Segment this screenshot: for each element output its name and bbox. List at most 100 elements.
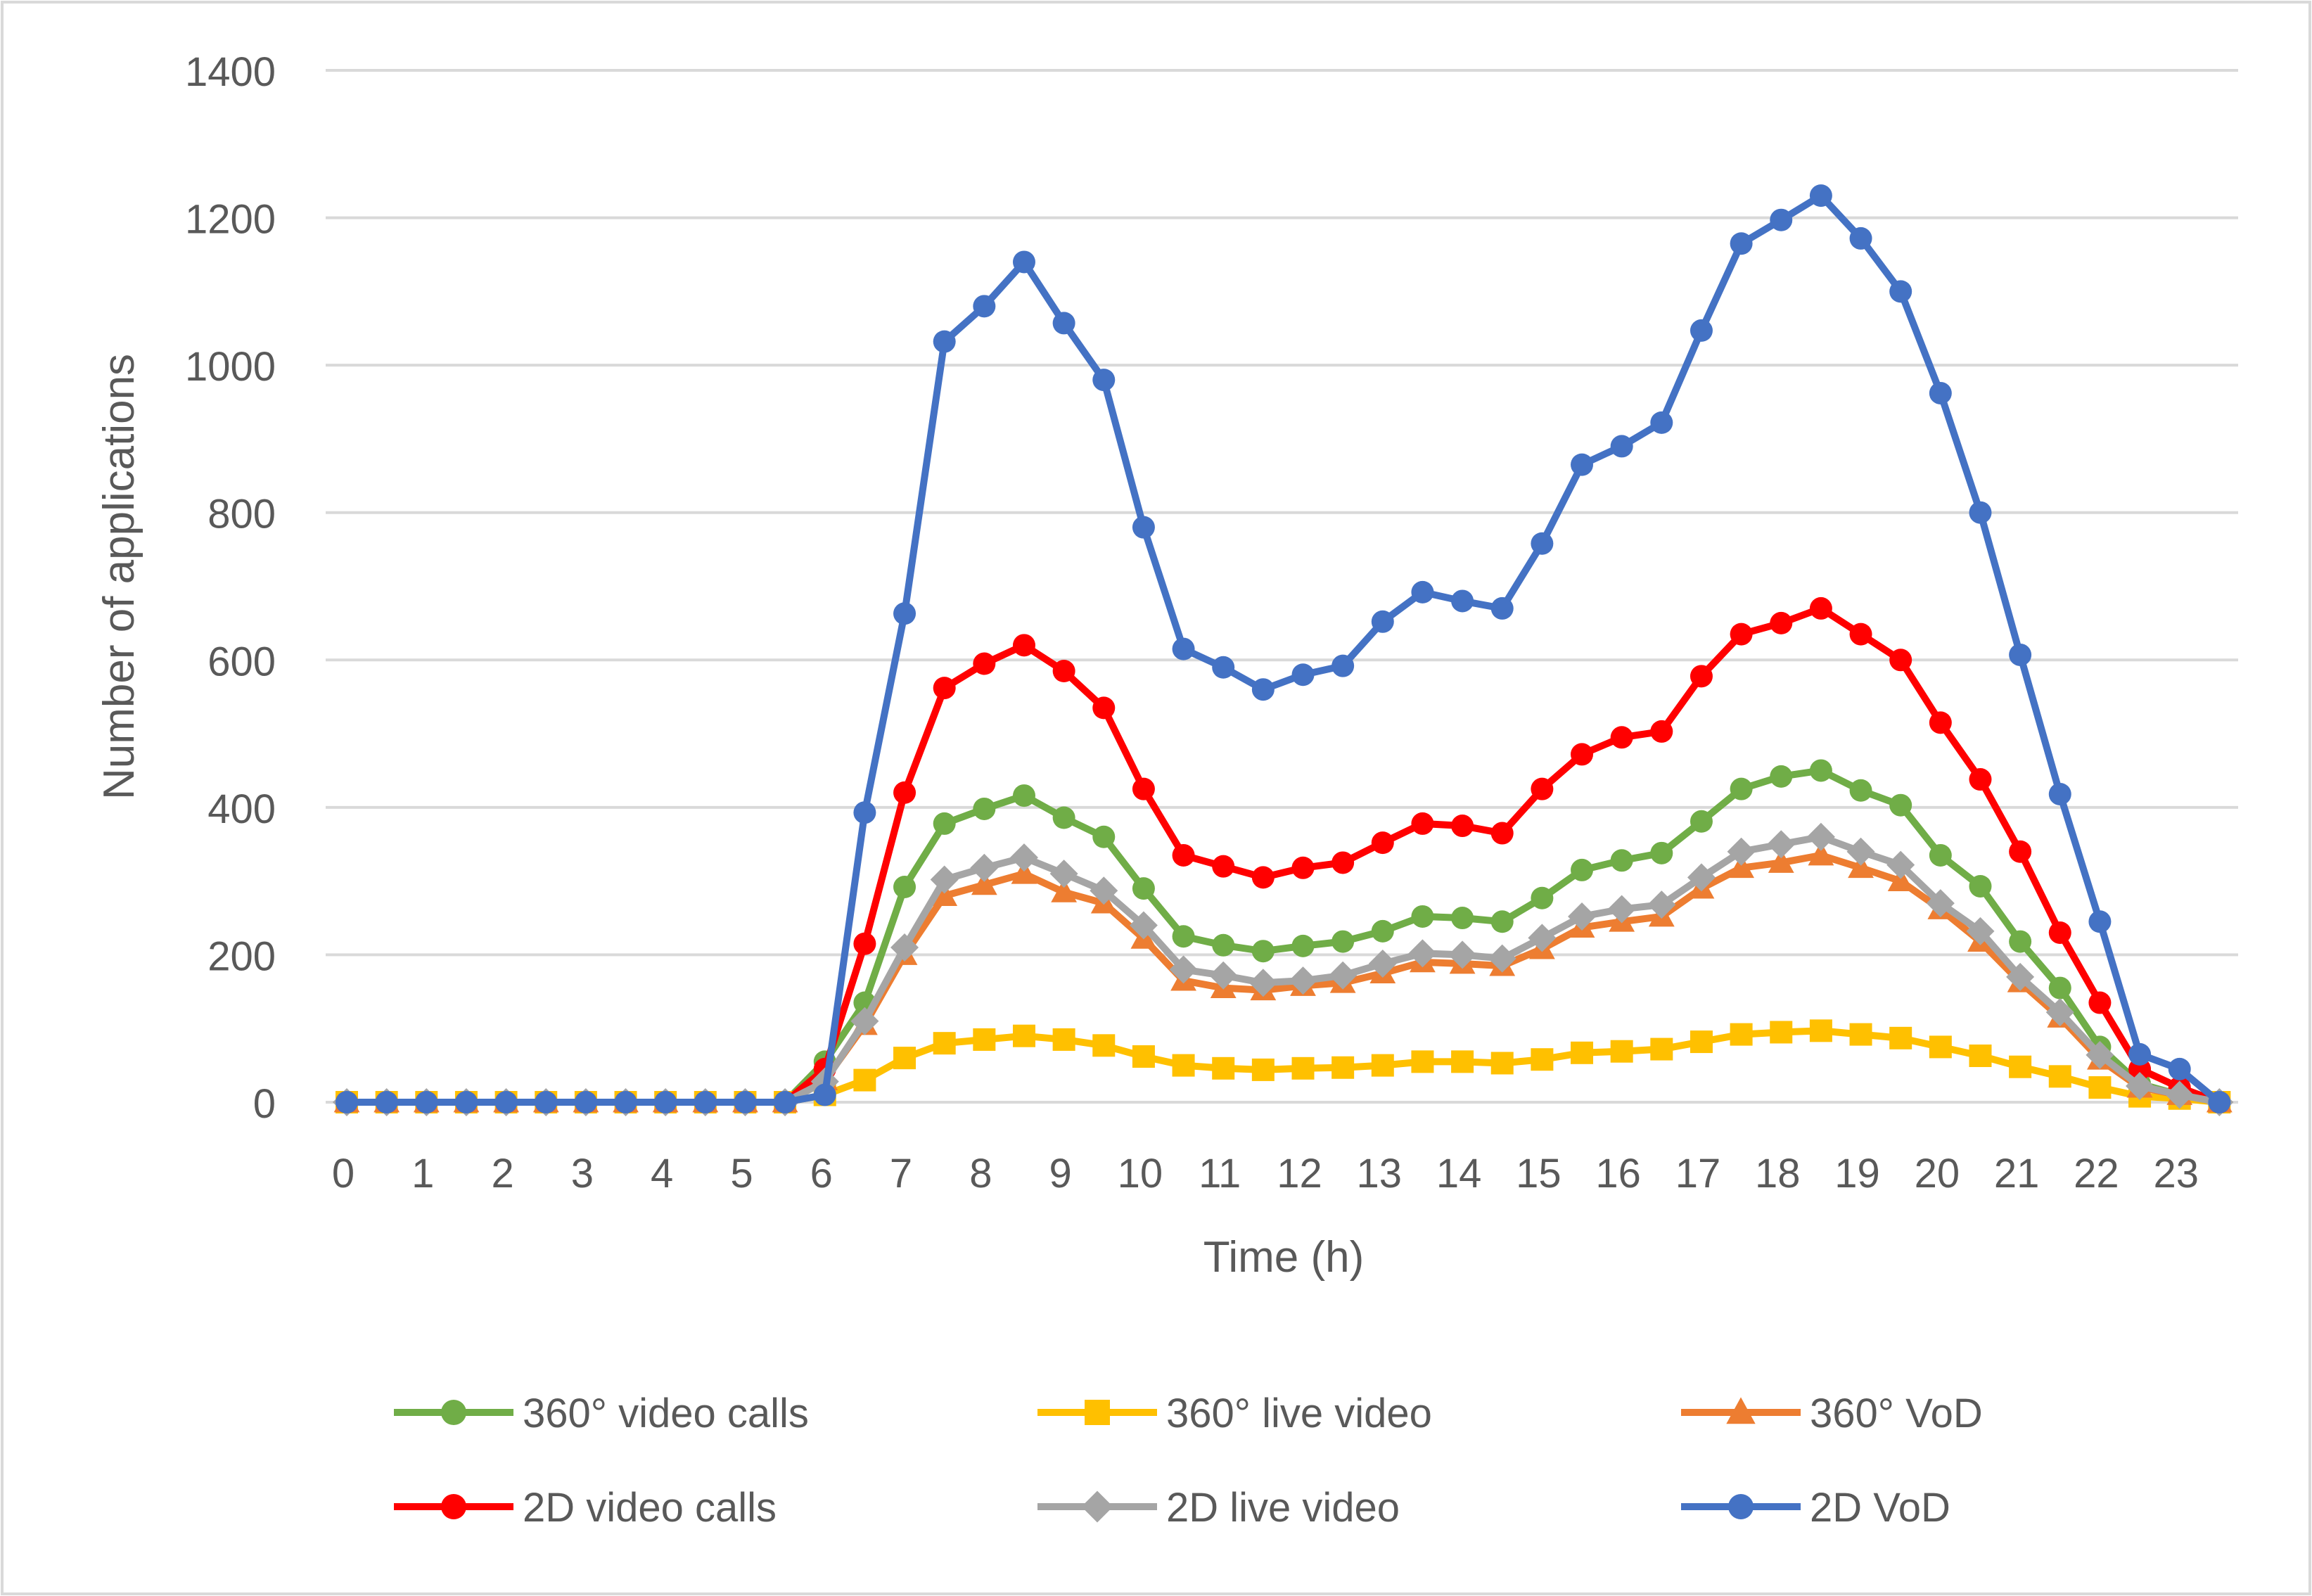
data-point bbox=[893, 876, 917, 899]
data-point bbox=[1052, 806, 1075, 829]
data-point bbox=[1969, 501, 1992, 524]
data-point bbox=[1212, 1056, 1235, 1080]
x-tick-label: 2 bbox=[491, 1151, 513, 1196]
data-point bbox=[973, 797, 996, 820]
data-point bbox=[1929, 711, 1952, 734]
data-point bbox=[1009, 843, 1038, 872]
data-point bbox=[1411, 1050, 1434, 1073]
data-point bbox=[1531, 532, 1554, 555]
x-tick-label: 17 bbox=[1675, 1151, 1721, 1196]
data-point bbox=[1012, 1024, 1035, 1047]
data-point bbox=[1846, 837, 1875, 866]
data-point bbox=[1610, 849, 1633, 872]
data-point bbox=[1081, 1490, 1113, 1523]
data-point bbox=[1690, 665, 1713, 688]
data-point bbox=[1808, 841, 1834, 866]
data-point bbox=[1568, 902, 1597, 931]
data-point bbox=[1728, 854, 1755, 879]
data-point bbox=[2045, 998, 2074, 1027]
legend-label: 2D video calls bbox=[523, 1485, 777, 1531]
x-tick-label: 4 bbox=[651, 1151, 673, 1196]
y-tick-label: 600 bbox=[207, 639, 276, 684]
data-point bbox=[2128, 1042, 2152, 1066]
data-point bbox=[1371, 919, 1394, 943]
data-point bbox=[1969, 768, 1992, 791]
data-point bbox=[441, 1494, 466, 1519]
x-axis-ticks: 0 1 2 3 4 5 6 7 8 9 10 11 12 13 14 15 16 17 18 19 20 21 22 23 bbox=[332, 1151, 2199, 1196]
data-point bbox=[1490, 822, 1514, 845]
data-point bbox=[1929, 1035, 1952, 1059]
data-point bbox=[1571, 743, 1594, 766]
data-point bbox=[1687, 863, 1716, 892]
y-tick-label: 1000 bbox=[185, 344, 276, 390]
data-point bbox=[2208, 1091, 2231, 1113]
x-tick-label: 22 bbox=[2074, 1151, 2119, 1196]
data-point bbox=[933, 330, 956, 353]
data-point bbox=[1212, 656, 1235, 679]
data-point bbox=[1571, 453, 1594, 476]
data-point bbox=[2165, 1080, 2194, 1109]
data-point bbox=[1849, 1023, 1872, 1046]
data-point bbox=[1011, 860, 1037, 884]
legend-label: 360° video calls bbox=[523, 1391, 809, 1436]
x-tick-label: 20 bbox=[1915, 1151, 1960, 1196]
data-point bbox=[1451, 589, 1474, 613]
data-point bbox=[2048, 782, 2071, 805]
data-point bbox=[973, 1028, 996, 1051]
x-tick-label: 11 bbox=[1199, 1151, 1241, 1196]
data-point bbox=[2168, 1057, 2191, 1080]
data-point bbox=[1650, 1038, 1673, 1061]
data-point bbox=[1770, 765, 1793, 788]
data-point bbox=[890, 933, 919, 962]
legend-item: 2D video calls bbox=[394, 1485, 777, 1531]
data-point bbox=[1212, 933, 1235, 957]
data-point bbox=[1451, 1050, 1474, 1073]
data-point bbox=[654, 1091, 677, 1113]
data-point bbox=[2088, 910, 2112, 933]
y-tick-label: 0 bbox=[253, 1081, 276, 1127]
data-point bbox=[1132, 877, 1155, 900]
legend-label: 360° VoD bbox=[1810, 1391, 1983, 1436]
data-point bbox=[1092, 825, 1116, 848]
data-point bbox=[2086, 1040, 2114, 1069]
data-point bbox=[1571, 1041, 1594, 1064]
data-point bbox=[1371, 831, 1394, 855]
data-point bbox=[1650, 841, 1673, 864]
data-point bbox=[1251, 1058, 1275, 1081]
legend-item: 2D live video bbox=[1037, 1485, 1400, 1531]
legend-label: 360° live video bbox=[1166, 1391, 1432, 1436]
data-point bbox=[1647, 890, 1676, 919]
data-point bbox=[2048, 976, 2071, 1000]
data-point bbox=[1169, 955, 1198, 984]
x-tick-label: 10 bbox=[1118, 1151, 1163, 1196]
x-tick-label: 9 bbox=[1049, 1151, 1071, 1196]
data-point bbox=[2048, 1065, 2071, 1088]
data-point bbox=[2009, 1055, 2032, 1078]
data-point bbox=[931, 882, 958, 906]
data-point bbox=[850, 1007, 879, 1035]
y-tick-label: 200 bbox=[207, 933, 276, 979]
data-point bbox=[1049, 860, 1078, 888]
data-point bbox=[1052, 1028, 1075, 1051]
data-point bbox=[1490, 910, 1514, 933]
data-point bbox=[1730, 623, 1753, 646]
data-point bbox=[2088, 991, 2112, 1014]
data-point bbox=[933, 677, 956, 700]
data-point bbox=[1849, 226, 1872, 250]
data-point bbox=[853, 932, 876, 955]
data-point bbox=[971, 871, 997, 895]
data-point bbox=[574, 1091, 597, 1113]
data-point bbox=[1052, 660, 1075, 683]
y-tick-label: 1200 bbox=[185, 197, 276, 243]
data-point bbox=[813, 1083, 836, 1106]
data-point bbox=[1849, 623, 1872, 646]
data-point bbox=[1212, 855, 1235, 878]
data-point bbox=[1488, 944, 1516, 973]
x-tick-label: 23 bbox=[2153, 1151, 2199, 1196]
data-point bbox=[1531, 1048, 1554, 1071]
data-point bbox=[1408, 939, 1437, 968]
data-point bbox=[1051, 879, 1078, 902]
data-point bbox=[2048, 921, 2071, 944]
data-point bbox=[1411, 812, 1434, 835]
